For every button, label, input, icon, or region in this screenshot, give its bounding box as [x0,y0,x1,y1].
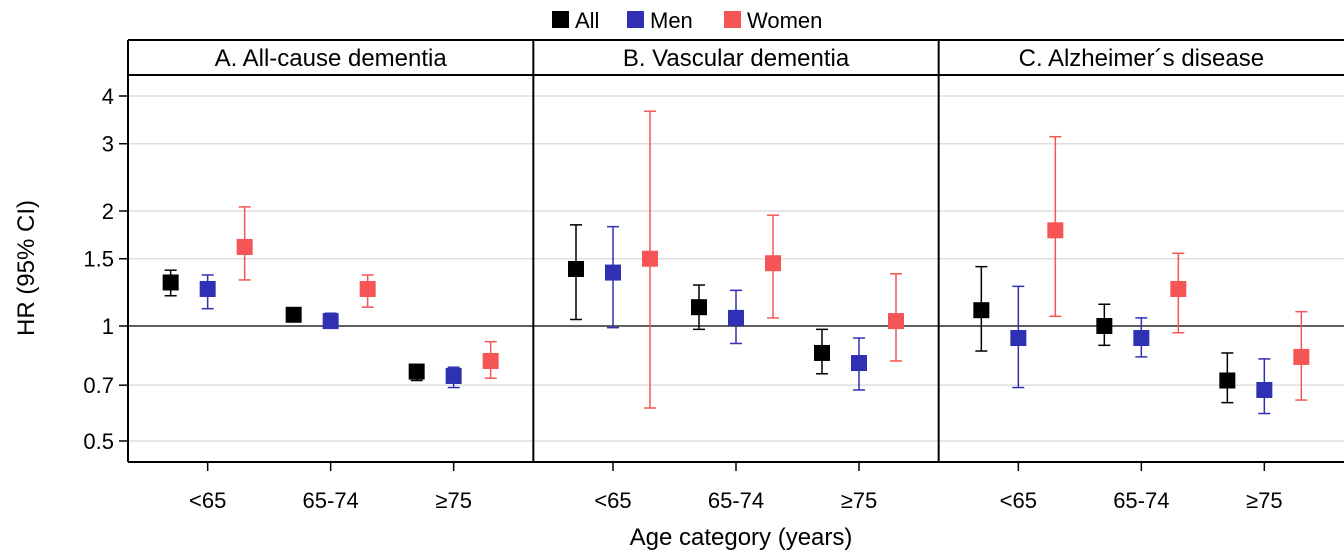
panel-title: C. Alzheimer´s disease [1019,45,1264,72]
y-axis: 0.5 0.7 1 1.5 2 3 4 [83,84,128,454]
point-marker [285,306,302,323]
x-axis-label: Age category (years) [630,524,853,551]
legend: All Men Women [552,8,822,33]
y-tick-label: 2 [102,199,114,224]
legend-label: Men [650,8,693,33]
point-men-65-74 [322,312,339,330]
point-women-65 [1047,135,1064,318]
point-all-75 [814,328,830,375]
x-tick-label: 65-74 [708,488,764,513]
y-tick-label: 1.5 [83,247,114,272]
point-marker [851,355,867,372]
point-marker [162,274,179,291]
point-women-75 [1293,310,1310,401]
point-all-75 [408,363,425,382]
point-marker [199,280,216,297]
panels: 0.5 0.7 1 1.5 2 3 4 A. All-cause dementia <65 65-… [83,39,1344,513]
point-marker [1133,330,1150,347]
y-tick-label: 0.5 [83,429,114,454]
legend-swatch [724,11,741,28]
point-men-75 [851,337,867,391]
point-marker [1047,222,1064,239]
point-marker [1170,280,1187,297]
point-women-75 [888,273,904,362]
panel-title: A. All-cause dementia [215,45,448,72]
y-tick-label: 1 [102,314,114,339]
point-marker [1010,330,1027,347]
point-all-65-74 [1096,303,1113,347]
legend-label: Women [747,8,822,33]
legend-swatch [552,11,569,28]
point-marker [408,363,425,380]
y-tick-label: 0.7 [83,373,114,398]
point-all-65-74 [285,306,302,323]
x-tick-label: <65 [594,488,631,513]
point-marker [568,260,584,277]
point-men-65-74 [728,289,744,345]
point-marker [236,238,253,255]
point-marker [482,352,499,369]
x-tick-label: 65-74 [303,488,359,513]
point-all-75 [1219,352,1236,404]
x-tick-label: ≥75 [435,488,472,513]
legend-item-all: All [552,8,599,33]
x-tick-label: <65 [189,488,226,513]
x-tick-label: 65-74 [1113,488,1169,513]
point-women-65-74 [1170,252,1187,334]
point-marker [322,313,339,330]
panel-b-vascular-dementia: B. Vascular dementia <65 65-74 ≥75 [568,45,904,513]
point-marker [445,367,462,384]
gridlines [128,95,1344,442]
legend-item-men: Men [627,8,693,33]
point-marker [691,299,707,316]
x-tick-label: <65 [1000,488,1037,513]
point-women-65-74 [765,214,781,319]
point-marker [728,309,744,326]
point-all-65 [568,224,584,321]
point-women-65 [642,110,658,409]
point-marker [1096,318,1113,334]
point-men-65 [1010,285,1027,389]
point-men-75 [445,366,462,389]
point-marker [814,344,830,361]
panel-a-all-cause-dementia: A. All-cause dementia <65 65-74 ≥75 [162,45,499,513]
point-marker [605,264,621,281]
y-tick-label: 4 [102,84,114,109]
point-men-65-74 [1133,317,1150,358]
x-tick-label: ≥75 [1246,488,1283,513]
point-marker [1293,348,1310,365]
point-marker [642,250,658,267]
y-axis-label: HR (95% CI) [13,200,40,336]
point-women-65-74 [359,274,376,308]
panel-c-alzheimer-s-disease: C. Alzheimer´s disease <65 65-74 ≥75 [973,45,1310,513]
x-tick-label: ≥75 [841,488,878,513]
legend-item-women: Women [724,8,822,33]
point-men-65 [199,274,216,310]
point-men-65 [605,225,621,329]
point-all-65 [973,265,990,352]
point-all-65-74 [691,284,707,331]
legend-swatch [627,11,644,28]
frame [127,39,1344,463]
point-marker [973,302,990,319]
point-marker [765,255,781,272]
point-marker [1256,381,1273,398]
panel-title: B. Vascular dementia [623,45,850,72]
point-men-75 [1256,358,1273,415]
point-all-65 [162,269,179,297]
point-women-75 [482,340,499,379]
point-marker [359,280,376,297]
y-tick-label: 3 [102,132,114,157]
legend-label: All [575,8,599,33]
point-marker [1219,372,1236,389]
point-marker [888,313,904,330]
point-women-65 [236,206,253,281]
